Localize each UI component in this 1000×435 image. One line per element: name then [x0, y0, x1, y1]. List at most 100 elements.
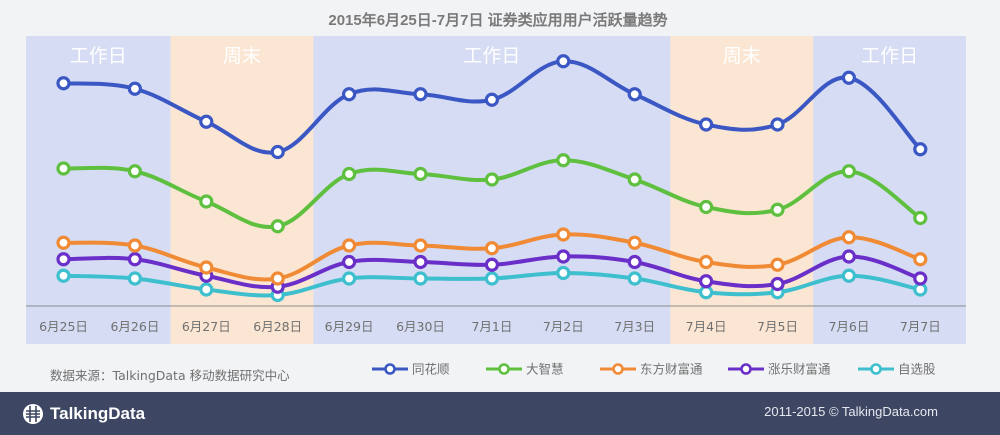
- data-point: [556, 54, 571, 69]
- data-point: [199, 114, 214, 129]
- data-point: [127, 271, 142, 286]
- talkingdata-logo-icon: [23, 404, 43, 424]
- data-point: [56, 235, 71, 250]
- x-tick-label: 7月2日: [543, 319, 584, 334]
- data-point: [342, 166, 357, 182]
- data-point: [484, 172, 499, 187]
- legend-marker: [870, 363, 882, 375]
- data-point: [913, 271, 928, 286]
- x-tick-labels: 6月25日 6月26日 6月27日 6月28日 6月29日 6月30日 7月1日 7月2日 7月…: [39, 319, 941, 334]
- data-point: [913, 210, 928, 226]
- data-point: [484, 92, 499, 107]
- series-lines: [56, 54, 928, 303]
- data-point: [556, 249, 571, 264]
- legend-marker: [612, 363, 624, 375]
- data-point: [56, 252, 71, 267]
- data-point: [698, 274, 714, 289]
- data-point: [913, 282, 928, 297]
- legend-label: 同花顺: [412, 362, 450, 377]
- x-tick-label: 6月29日: [325, 319, 374, 334]
- data-point: [698, 285, 714, 300]
- data-point: [627, 271, 642, 286]
- x-tick-label: 7月3日: [614, 319, 655, 334]
- data-point: [484, 271, 499, 286]
- data-point: [627, 254, 642, 270]
- source-note: 数据来源：TalkingData 移动数据研究中心: [50, 368, 290, 383]
- data-point: [270, 144, 285, 160]
- data-point: [56, 76, 71, 91]
- period-band-weekday: [26, 36, 171, 344]
- period-band-weekend: [670, 36, 814, 344]
- x-tick-label: 7月6日: [828, 319, 869, 334]
- data-point: [127, 238, 142, 253]
- data-point: [627, 87, 642, 102]
- x-tick-label: 7月4日: [686, 319, 727, 334]
- data-point: [841, 230, 857, 245]
- data-point: [627, 172, 642, 187]
- period-label: 工作日: [70, 45, 127, 67]
- x-tick-label: 7月1日: [471, 319, 512, 334]
- data-point: [556, 227, 571, 242]
- data-point: [413, 166, 428, 182]
- data-point: [770, 276, 785, 292]
- data-point: [413, 87, 428, 102]
- data-point: [841, 268, 857, 283]
- data-point: [270, 219, 285, 234]
- data-point: [484, 257, 499, 272]
- legend-label: 东方财富通: [640, 362, 703, 377]
- data-point: [342, 87, 357, 102]
- legend-label: 涨乐财富通: [768, 362, 831, 377]
- data-point: [698, 117, 714, 132]
- data-point: [913, 252, 928, 267]
- data-point: [770, 202, 785, 217]
- legend-label: 大智慧: [526, 362, 564, 377]
- data-point: [270, 271, 285, 286]
- data-point: [342, 271, 357, 286]
- x-tick-label: 6月26日: [110, 319, 159, 334]
- data-point: [127, 252, 142, 267]
- data-point: [556, 153, 571, 168]
- data-point: [770, 117, 785, 132]
- legend-marker: [384, 363, 396, 375]
- data-point: [698, 254, 714, 270]
- period-bands: 工作日 周末 工作日 周末 工作日: [26, 36, 966, 344]
- data-point: [698, 199, 714, 215]
- data-point: [841, 249, 857, 264]
- x-tick-label: 6月28日: [253, 319, 302, 334]
- data-point: [342, 238, 357, 253]
- data-point: [841, 164, 857, 179]
- brand-name: TalkingData: [50, 404, 146, 423]
- data-point: [841, 70, 857, 85]
- legend-marker: [498, 363, 510, 375]
- data-point: [556, 265, 571, 281]
- brand-logo: TalkingData: [22, 402, 145, 426]
- chart: 工作日 周末 工作日 周末 工作日 2015年6月25日-7月7日 证券类应用用户活跃量…: [26, 11, 966, 383]
- data-point: [413, 271, 428, 286]
- period-band-weekend: [170, 36, 314, 344]
- copyright: 2011-2015 © TalkingData.com: [764, 404, 938, 419]
- data-point: [413, 254, 428, 270]
- data-point: [56, 161, 71, 176]
- footer-bar: TalkingData 2011-2015 © TalkingData.com: [0, 392, 1000, 435]
- data-point: [199, 282, 214, 297]
- data-point: [484, 241, 499, 256]
- legend-marker: [740, 363, 752, 375]
- period-label: 周末: [223, 45, 261, 67]
- data-point: [56, 268, 71, 283]
- period-label: 工作日: [463, 45, 520, 67]
- data-point: [770, 257, 785, 272]
- x-tick-label: 6月30日: [396, 319, 445, 334]
- period-band-weekday: [313, 36, 671, 344]
- data-point: [627, 235, 642, 250]
- data-point: [127, 164, 142, 179]
- data-point: [913, 142, 928, 157]
- x-tick-label: 7月5日: [757, 319, 798, 334]
- x-tick-label: 7月7日: [900, 319, 941, 334]
- data-point: [342, 254, 357, 270]
- period-label: 工作日: [861, 45, 918, 67]
- data-point: [127, 81, 142, 96]
- data-point: [199, 260, 214, 275]
- x-tick-label: 6月25日: [39, 319, 88, 334]
- data-point: [199, 194, 214, 209]
- period-label: 周末: [723, 45, 761, 67]
